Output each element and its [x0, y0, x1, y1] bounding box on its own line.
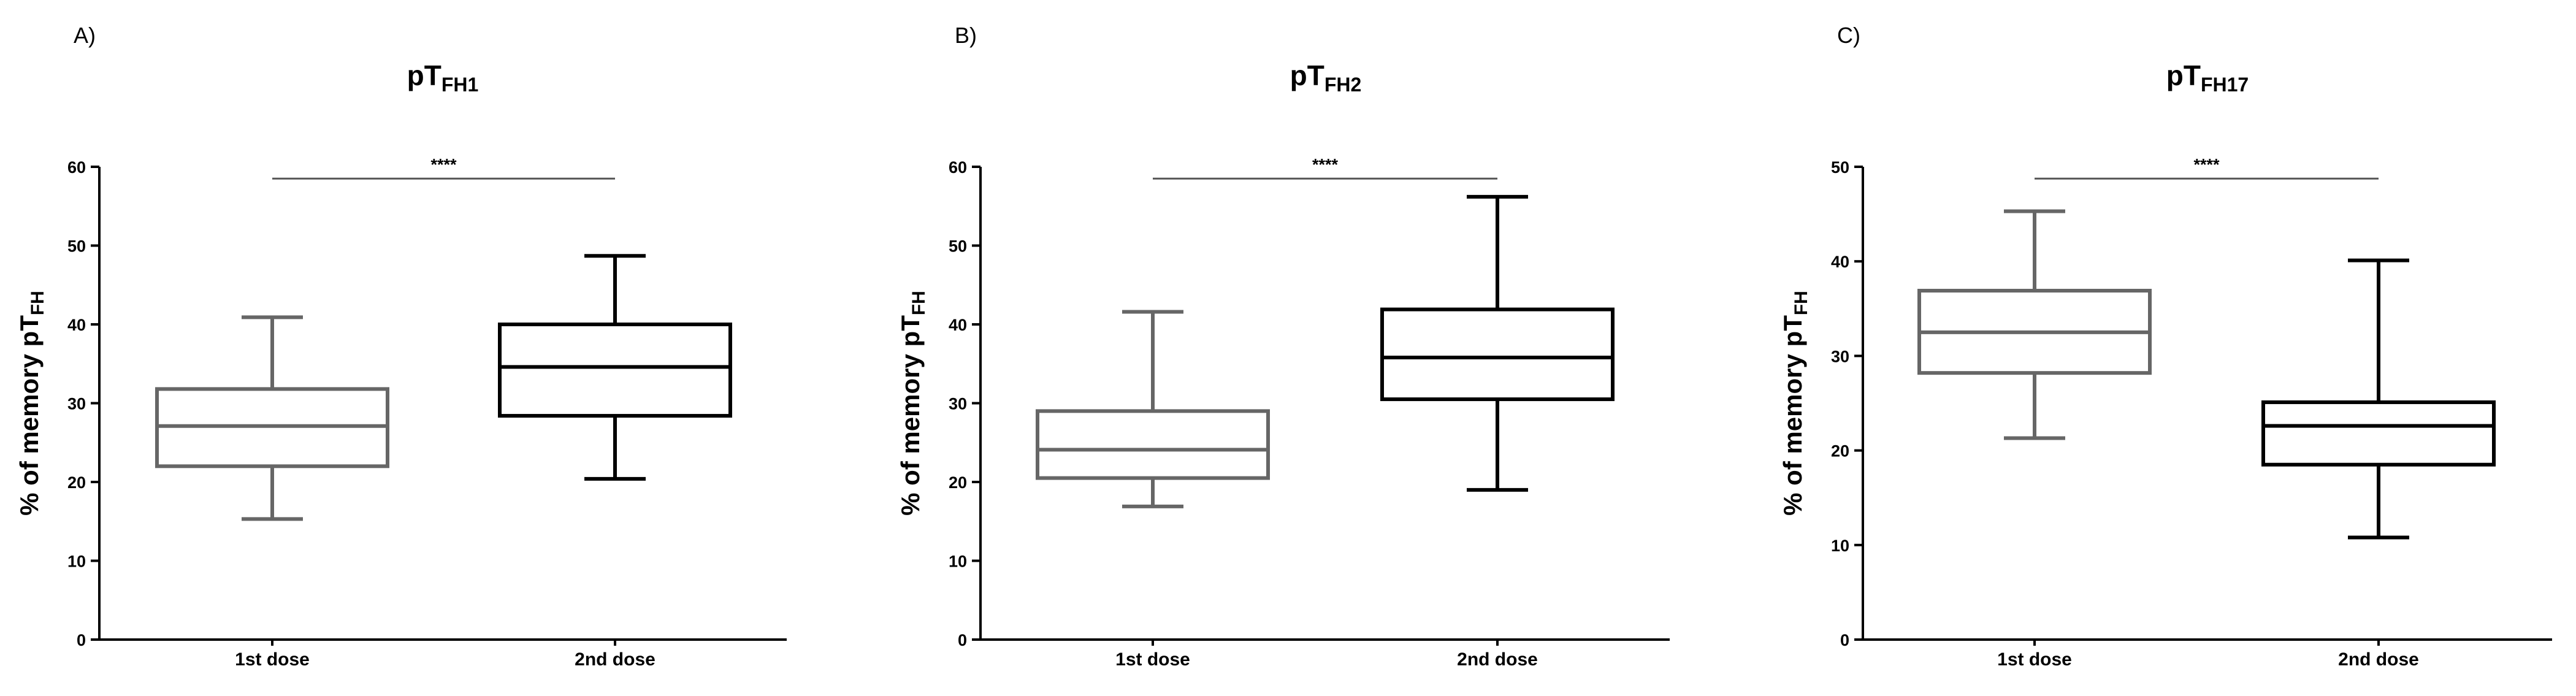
significance-label: ****	[430, 155, 457, 174]
y-axis-label-main: % of memory pT	[896, 315, 925, 516]
box-first-dose	[1917, 209, 2152, 440]
y-tick-label: 0	[1840, 631, 1849, 649]
chart-panel-1: A) pTFH1 % of memory pTFH 0 10 20 30 40 50 60 1st …	[15, 23, 787, 670]
y-axis-label-subscript: FH	[909, 291, 929, 315]
y-tick-label: 40	[67, 316, 86, 334]
x-category-label: 2nd dose	[1457, 649, 1538, 670]
y-tick-label: 20	[1831, 442, 1849, 461]
y-tick-label: 0	[958, 631, 967, 649]
y-axis-label: % of memory pTFH	[1778, 291, 1811, 516]
significance-label: ****	[1312, 155, 1339, 174]
y-tick-label: 30	[67, 395, 86, 413]
box-second-dose	[1380, 194, 1615, 492]
chart-title-subscript: FH1	[441, 74, 478, 96]
y-tick-label: 10	[1831, 537, 1849, 555]
y-tick-label: 10	[949, 553, 967, 571]
interquartile-box	[1036, 409, 1270, 480]
y-tick-label: 30	[949, 395, 967, 413]
y-tick-label: 60	[949, 158, 967, 177]
y-tick-label: 50	[67, 237, 86, 256]
y-axis-label: % of memory pTFH	[15, 291, 48, 516]
significance-label: ****	[2193, 155, 2220, 174]
chart-panel-2: B) pTFH2 % of memory pTFH 0 10 20 30 40 50 60 1st …	[896, 23, 1670, 670]
y-tick-label: 10	[67, 553, 86, 571]
box-first-dose	[155, 315, 389, 521]
x-category-label: 2nd dose	[575, 649, 655, 670]
panel-letter: A)	[74, 23, 96, 48]
box-second-dose	[498, 254, 732, 481]
x-category-label: 1st dose	[1115, 649, 1190, 670]
chart-title-subscript: FH2	[1324, 74, 1361, 96]
box-first-dose	[1036, 310, 1270, 508]
y-tick-label: 30	[1831, 347, 1849, 365]
y-tick-label: 50	[1831, 158, 1849, 177]
y-axis-label-main: % of memory pT	[1778, 315, 1807, 516]
chart-title-main: pT	[2166, 59, 2201, 91]
y-tick-label: 0	[77, 631, 86, 649]
y-axis-label-subscript: FH	[28, 291, 48, 315]
chart-title-subscript: FH17	[2201, 74, 2249, 96]
y-axis-label: % of memory pTFH	[896, 291, 929, 516]
panel-letter: C)	[1837, 23, 1860, 48]
y-tick-label: 20	[67, 473, 86, 492]
y-tick-label: 40	[949, 316, 967, 334]
chart-title: pTFH17	[2166, 59, 2249, 96]
y-tick-label: 60	[67, 158, 86, 177]
x-category-label: 1st dose	[235, 649, 310, 670]
y-tick-label: 40	[1831, 253, 1849, 271]
x-category-label: 1st dose	[1997, 649, 2072, 670]
interquartile-box	[498, 323, 732, 418]
chart-panel-3: C) pTFH17 % of memory pTFH 0 10 20 30 40 50 1st d…	[1778, 23, 2552, 670]
y-axis-label-main: % of memory pT	[15, 315, 44, 516]
box-second-dose	[2261, 258, 2496, 540]
chart-title-main: pT	[1290, 59, 1324, 91]
y-tick-label: 50	[949, 237, 967, 256]
y-tick-label: 20	[949, 473, 967, 492]
x-category-label: 2nd dose	[2338, 649, 2419, 670]
chart-title: pTFH1	[407, 59, 479, 96]
interquartile-box	[2261, 400, 2496, 467]
y-axis-label-subscript: FH	[1791, 291, 1811, 315]
chart-title-main: pT	[407, 59, 441, 91]
chart-title: pTFH2	[1290, 59, 1362, 96]
panel-letter: B)	[955, 23, 977, 48]
interquartile-box	[1380, 307, 1615, 402]
